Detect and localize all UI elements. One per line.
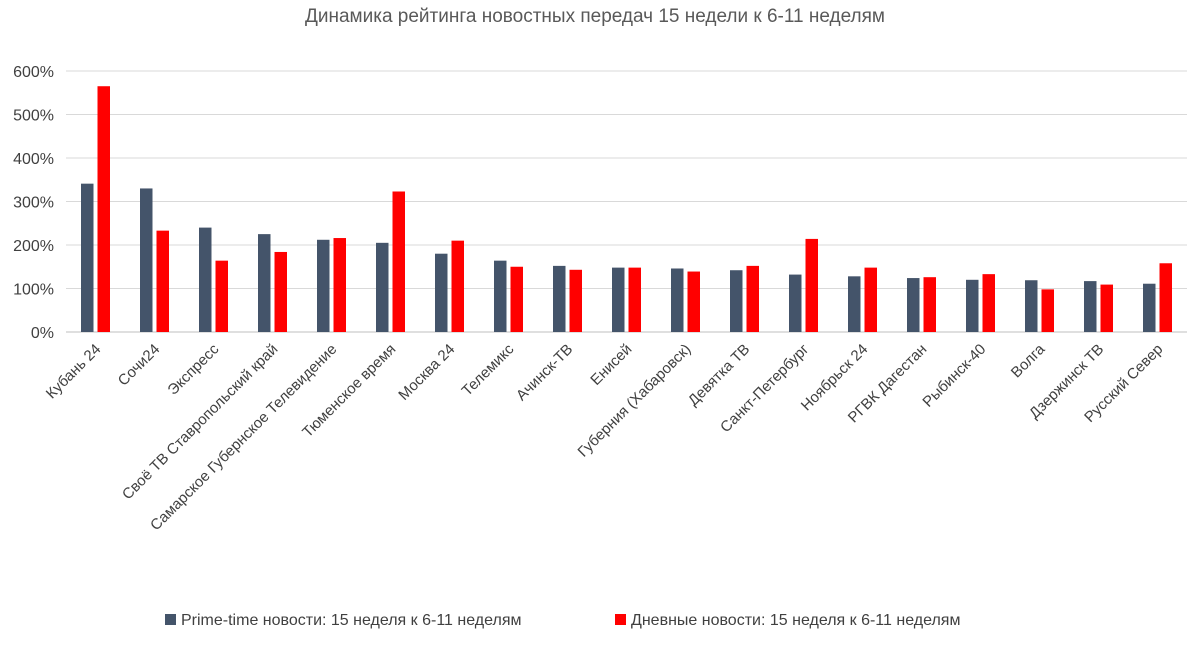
x-tick-label: Кубань 24 xyxy=(43,341,104,402)
bar-daytime xyxy=(215,260,228,332)
bar-daytime xyxy=(451,240,464,332)
bar-prime-time xyxy=(258,234,271,332)
bar-prime-time xyxy=(671,268,684,332)
bar-daytime xyxy=(333,238,346,332)
bar-prime-time xyxy=(1143,283,1156,332)
bar-prime-time xyxy=(789,274,802,332)
bar-prime-time xyxy=(966,279,979,332)
y-tick-label: 300% xyxy=(13,195,54,212)
bar-daytime xyxy=(982,274,995,332)
bar-daytime xyxy=(97,86,110,332)
bar-daytime xyxy=(1041,289,1054,332)
chart-title: Динамика рейтинга новостных передач 15 н… xyxy=(305,6,885,27)
bar-prime-time xyxy=(612,267,625,332)
bar-daytime xyxy=(1100,284,1113,332)
bar-prime-time xyxy=(1084,281,1097,332)
legend: Prime-time новости: 15 неделя к 6-11 нед… xyxy=(165,612,960,629)
bar-daytime xyxy=(274,251,287,332)
x-tick-label: Ачинск-ТВ xyxy=(513,341,576,404)
bar-prime-time xyxy=(317,239,330,332)
bar-prime-time xyxy=(81,183,94,332)
bar-daytime xyxy=(805,238,818,332)
bars xyxy=(81,86,1172,332)
bar-daytime xyxy=(1159,263,1172,332)
bar-daytime xyxy=(923,277,936,332)
x-tick-label: Москва 24 xyxy=(395,341,458,404)
legend-swatch-daytime xyxy=(615,614,626,625)
y-tick-label: 100% xyxy=(13,282,54,299)
bar-daytime xyxy=(510,266,523,332)
y-tick-label: 600% xyxy=(13,64,54,81)
bar-prime-time xyxy=(494,260,507,332)
y-tick-label: 400% xyxy=(13,151,54,168)
y-tick-label: 500% xyxy=(13,108,54,125)
x-tick-label: Экспресс xyxy=(164,340,222,398)
bar-daytime xyxy=(392,191,405,332)
bar-daytime xyxy=(687,271,700,332)
x-tick-label: Телемикс xyxy=(459,340,518,399)
y-axis-ticks: 0% 100% 200% 300% 400% 500% 600% xyxy=(13,64,54,342)
x-tick-label: Рыбинск-40 xyxy=(919,341,989,411)
x-tick-label: Волга xyxy=(1008,340,1049,381)
legend-label-daytime: Дневные новости: 15 неделя к 6-11 неделя… xyxy=(631,612,960,629)
bar-prime-time xyxy=(553,265,566,332)
legend-label-prime-time: Prime-time новости: 15 неделя к 6-11 нед… xyxy=(181,612,521,629)
bar-daytime xyxy=(628,267,641,332)
y-tick-label: 200% xyxy=(13,238,54,255)
bar-prime-time xyxy=(848,276,861,332)
bar-prime-time xyxy=(140,188,153,332)
bar-prime-time xyxy=(730,270,743,332)
x-tick-label: Губерния (Хабаровск) xyxy=(575,341,695,461)
bar-daytime xyxy=(156,230,169,332)
legend-swatch-prime-time xyxy=(165,614,176,625)
x-tick-label: Сочи24 xyxy=(115,341,164,390)
gridlines xyxy=(66,70,1187,333)
bar-daytime xyxy=(864,267,877,332)
bar-daytime xyxy=(569,269,582,332)
bar-prime-time xyxy=(376,242,389,332)
x-tick-label: Енисей xyxy=(587,341,635,389)
bar-prime-time xyxy=(199,227,212,332)
bar-daytime xyxy=(746,265,759,332)
bar-prime-time xyxy=(1025,280,1038,332)
y-tick-label: 0% xyxy=(31,325,54,342)
bar-prime-time xyxy=(907,278,920,332)
bar-prime-time xyxy=(435,253,448,332)
